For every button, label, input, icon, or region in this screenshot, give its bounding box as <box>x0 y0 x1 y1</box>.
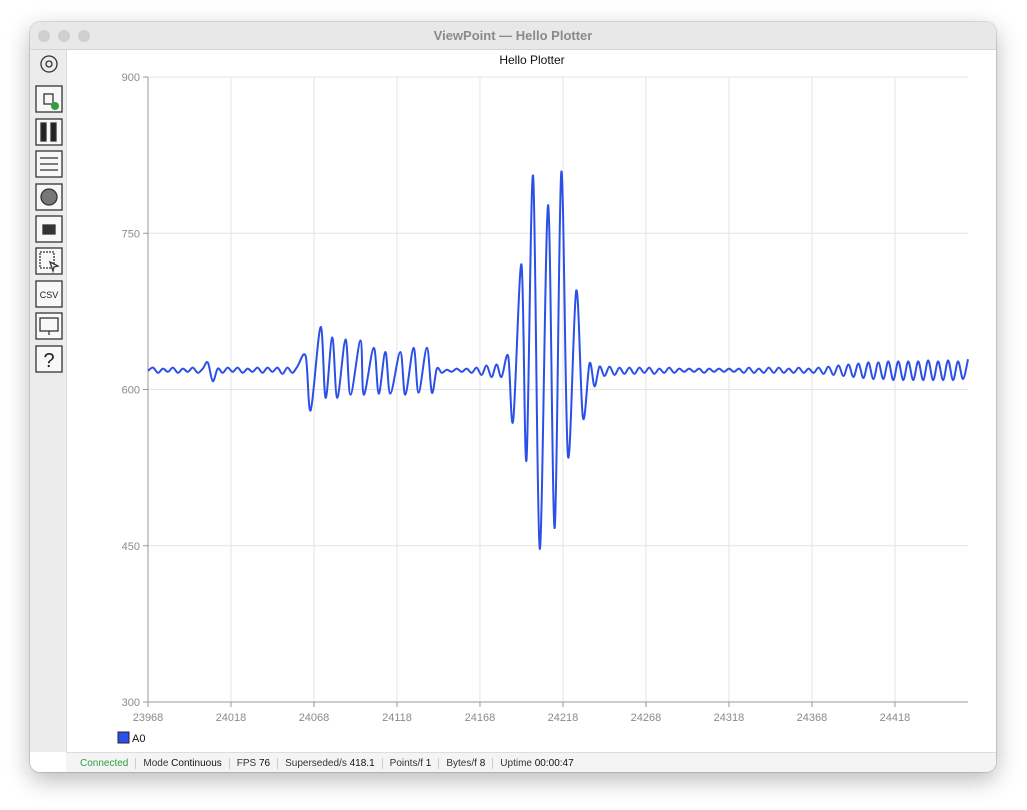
y-tick-label: 300 <box>122 697 140 709</box>
display-button[interactable] <box>35 312 63 340</box>
x-tick-label: 24318 <box>714 712 745 724</box>
x-tick-label: 23968 <box>133 712 164 724</box>
status-value: 76 <box>259 757 271 769</box>
status-item: Superseded/s 418.1 <box>277 757 382 769</box>
data-line <box>147 170 969 550</box>
window-title: ViewPoint — Hello Plotter <box>433 28 593 43</box>
settings-list-button[interactable] <box>35 150 63 178</box>
chart-title: Hello Plotter <box>499 53 564 67</box>
app-window: ViewPoint — Hello Plotter CSV ? Hello Pl… <box>30 22 996 772</box>
connect-button[interactable] <box>35 85 63 113</box>
x-tick-label: 24418 <box>880 712 911 724</box>
status-item: Uptime 00:00:47 <box>492 757 580 769</box>
legend-swatch <box>117 731 130 744</box>
csv-button[interactable] <box>35 280 63 308</box>
status-label: Uptime <box>500 757 532 769</box>
csv-label[interactable]: CSV <box>40 290 59 300</box>
y-tick-label: 900 <box>122 72 140 84</box>
record-button[interactable] <box>35 183 63 211</box>
status-value: 418.1 <box>349 757 375 769</box>
status-item: Bytes/f 8 <box>438 757 492 769</box>
status-label: Mode <box>143 757 169 769</box>
chart: Hello Plotter 300 450 600 750 900 23968 24018 2… <box>117 53 969 745</box>
title-bar: ViewPoint — Hello Plotter <box>30 22 996 50</box>
legend-label: A0 <box>132 733 145 745</box>
status-label: Points/f <box>389 757 424 769</box>
status-value: Continuous <box>171 757 222 769</box>
close-button[interactable] <box>38 30 50 42</box>
status-label: Bytes/f <box>446 757 477 769</box>
help-label[interactable]: ? <box>43 350 54 372</box>
x-tick-label: 24118 <box>382 712 412 724</box>
select-button[interactable] <box>35 247 63 275</box>
y-tick-label: 450 <box>122 541 140 553</box>
settings-button[interactable] <box>40 55 58 73</box>
y-tick-label: 600 <box>122 385 140 397</box>
x-tick-label: 24068 <box>299 712 330 724</box>
x-tick-label: 24218 <box>548 712 579 724</box>
status-value: 1 <box>425 757 432 769</box>
status-label: Superseded/s <box>285 757 347 769</box>
status-item: Mode Continuous <box>135 757 228 769</box>
help-button[interactable] <box>35 345 63 373</box>
x-tick-label: 24018 <box>216 712 247 724</box>
zoom-button[interactable] <box>78 30 90 42</box>
x-tick-label: 24368 <box>797 712 828 724</box>
status-bar: Connected Mode Continuous FPS 76 Supersede… <box>66 752 996 772</box>
toolbar: CSV ? <box>30 50 67 752</box>
screenshot-button[interactable] <box>35 215 63 243</box>
status-value: 8 <box>479 757 486 769</box>
x-tick-label: 24268 <box>631 712 662 724</box>
toolbar-icons: CSV ? <box>35 55 63 373</box>
minimize-button[interactable] <box>58 30 70 42</box>
pause-button[interactable] <box>35 118 63 146</box>
status-value: 00:00:47 <box>534 757 574 769</box>
status-item: FPS 76 <box>228 757 277 769</box>
connection-status: Connected <box>80 757 129 769</box>
status-item: Points/f 1 <box>381 757 439 769</box>
y-tick-label: 750 <box>122 228 140 240</box>
status-label: FPS <box>236 757 257 769</box>
x-tick-label: 24168 <box>465 712 496 724</box>
